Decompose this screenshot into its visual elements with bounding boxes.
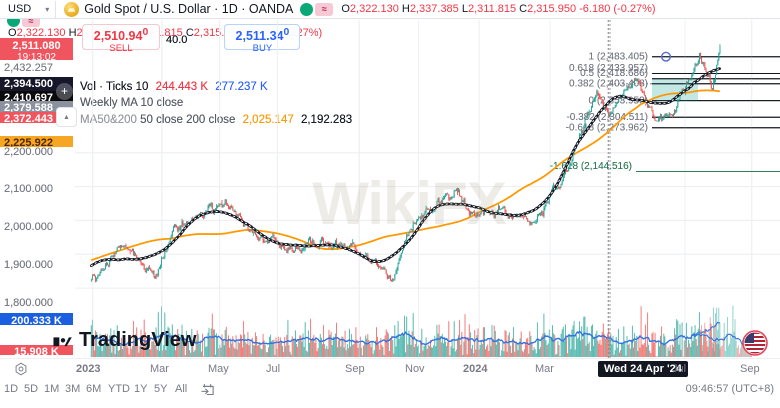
svg-text:0.382 (2,403.408): 0.382 (2,403.408) (569, 79, 648, 90)
svg-text:-0.382 (2,304.511): -0.382 (2,304.511) (566, 112, 648, 123)
svg-text:1 (2,483.405): 1 (2,483.405) (589, 52, 649, 63)
